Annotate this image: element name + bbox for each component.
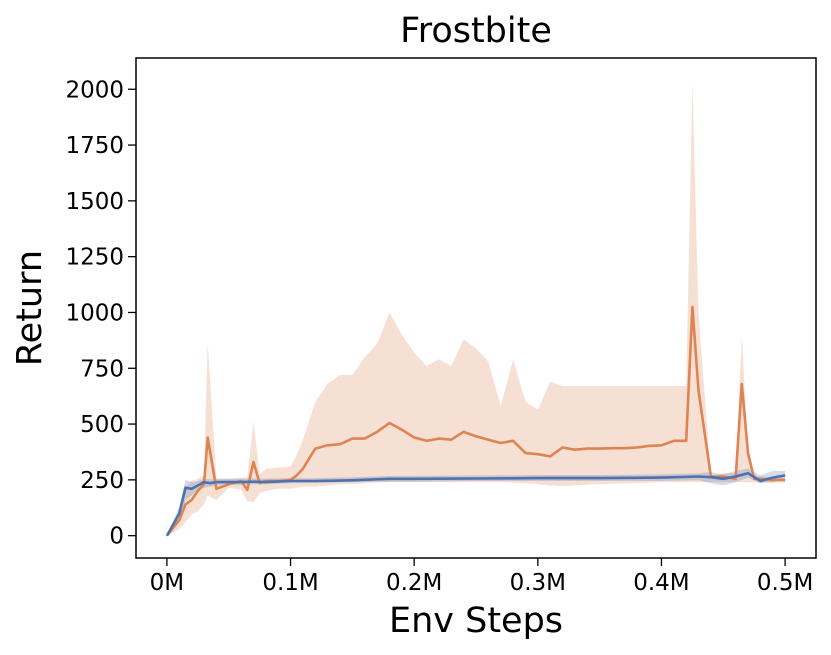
y-tick-label: 1750 [65, 133, 124, 159]
x-tick-label: 0.3M [510, 570, 566, 596]
x-axis-label: Env Steps [389, 601, 563, 641]
x-tick-label: 0.2M [386, 570, 442, 596]
y-tick-label: 250 [80, 468, 124, 494]
series-1-line [165, 471, 786, 537]
chart-title: Frostbite [400, 11, 552, 51]
y-axis-label: Return [10, 250, 50, 366]
y-tick-label: 1000 [65, 300, 124, 326]
y-tick-label: 1500 [65, 189, 124, 215]
x-tick-label: 0.4M [633, 570, 689, 596]
x-axis-ticks: 0M 0.1M 0.2M 0.3M 0.4M 0.5M [150, 558, 813, 596]
y-tick-label: 0 [109, 524, 124, 550]
plot-frame [135, 57, 817, 559]
y-tick-label: 1250 [65, 245, 124, 271]
series-0-line [165, 305, 786, 537]
y-axis-ticks: 0 250 500 750 1000 1250 1500 1750 2000 [65, 77, 136, 550]
x-tick-label: 0.1M [262, 570, 318, 596]
series-lines [165, 305, 786, 537]
x-tick-label: 0M [150, 570, 184, 596]
series-0-band [166, 82, 786, 536]
y-tick-label: 2000 [65, 77, 124, 103]
y-tick-label: 750 [80, 356, 124, 382]
y-tick-label: 500 [80, 412, 124, 438]
x-tick-label: 0.5M [757, 570, 813, 596]
